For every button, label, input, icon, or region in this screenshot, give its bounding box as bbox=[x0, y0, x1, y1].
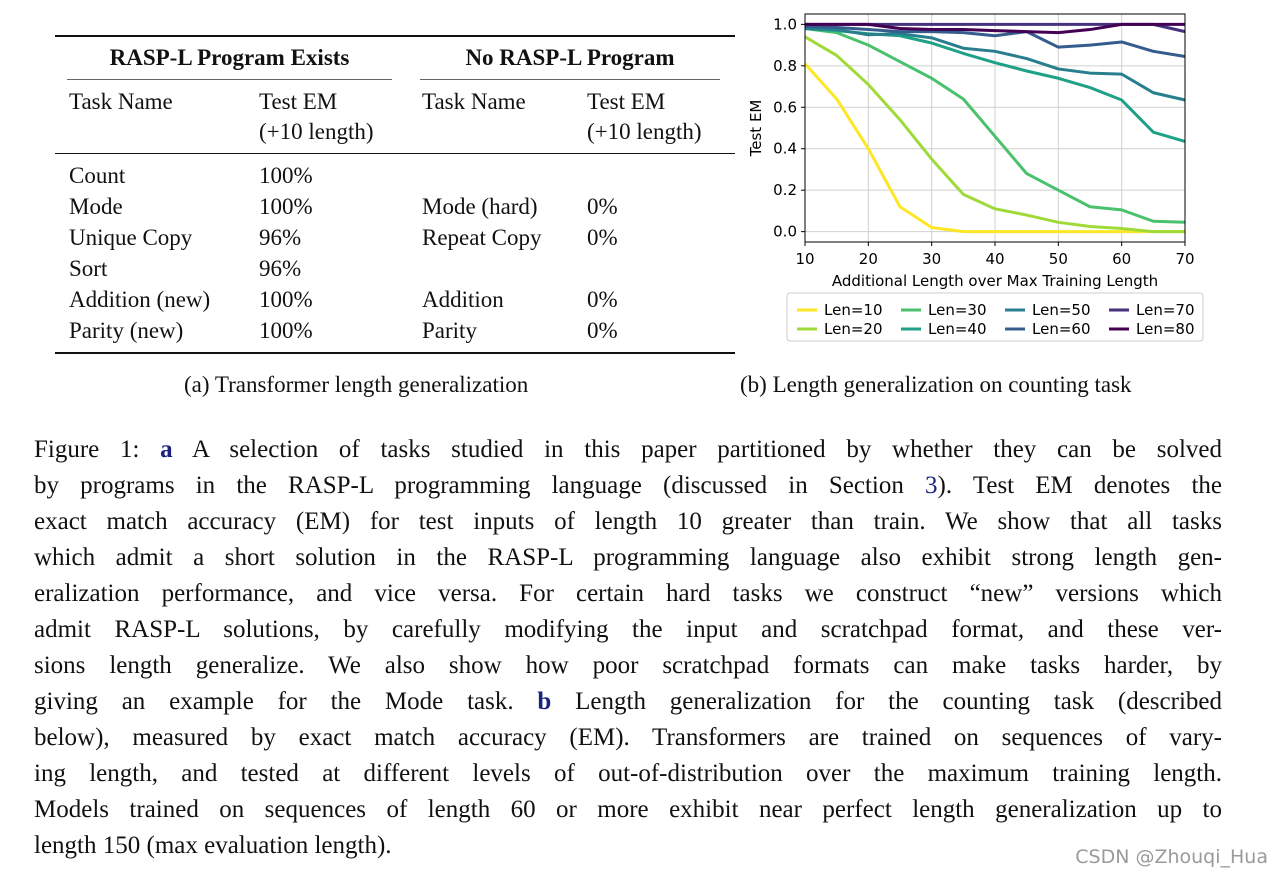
caption-line: exact match accuracy (EM) for test input… bbox=[34, 507, 1222, 537]
task-name: Unique Copy bbox=[69, 225, 193, 250]
legend-label: Len=60 bbox=[1032, 320, 1090, 338]
table-bottom-rule bbox=[55, 352, 735, 354]
test-em: 0% bbox=[587, 194, 618, 219]
caption-line: which admit a short solution in the RASP… bbox=[34, 543, 1222, 573]
caption-text: admit RASP-L solutions, by carefully mod… bbox=[34, 616, 1222, 643]
col-header-em: Test EM bbox=[587, 89, 666, 114]
col-header-task: Task Name bbox=[69, 89, 173, 114]
task-name: Addition bbox=[422, 287, 504, 312]
caption-text: below), measured by exact match accuracy… bbox=[34, 724, 1222, 751]
legend bbox=[786, 292, 1204, 342]
y-tick-label: 1.0 bbox=[773, 15, 797, 33]
task-name: Mode bbox=[69, 194, 123, 219]
test-em: 100% bbox=[259, 194, 313, 219]
caption-text: Length generalization for the counting t… bbox=[551, 688, 1222, 715]
test-em: 100% bbox=[259, 318, 313, 343]
task-name: Parity (new) bbox=[69, 318, 184, 343]
task-name: Count bbox=[69, 163, 126, 188]
series-line-len-10 bbox=[803, 62, 1185, 234]
x-tick-label: 60 bbox=[1112, 250, 1131, 268]
line-chart: 10 20 30 40 50 60 70 0.0 0.2 0.4 0.6 0.8 1.0 Addition… bbox=[747, 13, 1204, 342]
caption-text: eralization performance, and vice versa.… bbox=[34, 580, 1222, 607]
x-axis-label: Additional Length over Max Training Leng… bbox=[832, 272, 1158, 290]
caption-line: ing length, and tested at different leve… bbox=[34, 759, 1222, 789]
caption-text: A selection of tasks studied in this pap… bbox=[172, 436, 1222, 463]
caption-text: ing length, and tested at different leve… bbox=[34, 760, 1222, 787]
caption-text: by programs in the RASP-L programming la… bbox=[34, 472, 926, 499]
x-tick-label: 70 bbox=[1175, 250, 1194, 268]
task-name: Repeat Copy bbox=[422, 225, 542, 250]
legend-label: Len=40 bbox=[928, 320, 986, 338]
legend-label: Len=30 bbox=[928, 301, 986, 319]
caption-line: giving an example for the Mode task. b L… bbox=[34, 687, 1222, 717]
caption-line: eralization performance, and vice versa.… bbox=[34, 579, 1222, 609]
series-line-len-30 bbox=[804, 27, 1186, 224]
caption-line: sions length generalize. We also show ho… bbox=[34, 651, 1222, 681]
group-rule-right bbox=[420, 79, 720, 80]
col-header-em-sub: (+10 length) bbox=[259, 119, 374, 144]
test-em: 96% bbox=[259, 225, 302, 250]
task-name: Mode (hard) bbox=[422, 194, 538, 219]
y-tick-label: 0.4 bbox=[773, 140, 797, 158]
legend-label: Len=50 bbox=[1032, 301, 1090, 319]
y-tick-label: 0.0 bbox=[773, 223, 797, 241]
test-em: 96% bbox=[259, 256, 302, 281]
col-header-em: Test EM bbox=[259, 89, 338, 114]
caption-text: which admit a short solution in the RASP… bbox=[34, 544, 1222, 571]
panel-label: b bbox=[537, 688, 552, 715]
header-rule bbox=[55, 153, 735, 154]
table-top-rule bbox=[55, 35, 735, 37]
panel-label: a bbox=[160, 436, 173, 463]
task-name: Sort bbox=[69, 256, 108, 281]
caption-text: giving an example for the Mode task. bbox=[34, 688, 538, 715]
section-link[interactable]: 3 bbox=[925, 472, 938, 499]
series-line-len-20 bbox=[804, 35, 1185, 234]
caption-text: exact match accuracy (EM) for test input… bbox=[34, 508, 1222, 535]
caption-line: admit RASP-L solutions, by carefully mod… bbox=[34, 615, 1222, 645]
test-em: 100% bbox=[259, 163, 313, 188]
col-header-em-sub: (+10 length) bbox=[587, 119, 702, 144]
caption-line: by programs in the RASP-L programming la… bbox=[34, 471, 1222, 501]
group-header-left: RASP-L Program Exists bbox=[109, 45, 350, 70]
caption-line: below), measured by exact match accuracy… bbox=[34, 723, 1222, 753]
caption-text: Models trained on sequences of length 60… bbox=[34, 796, 1222, 823]
table-caption: (a) Transformer length generalization bbox=[184, 372, 529, 397]
group-rule-left bbox=[67, 79, 392, 80]
x-tick-label: 10 bbox=[795, 250, 814, 268]
caption-text: Figure 1: bbox=[34, 436, 161, 463]
test-em: 0% bbox=[587, 225, 618, 250]
caption-text: length 150 (max evaluation length). bbox=[34, 832, 392, 859]
col-header-task: Task Name bbox=[422, 89, 526, 114]
y-axis-label: Test EM bbox=[747, 100, 765, 158]
y-tick-label: 0.2 bbox=[773, 181, 797, 199]
plot-frame bbox=[804, 13, 1186, 243]
watermark: CSDN @Zhouqi_Hua bbox=[1075, 846, 1268, 868]
task-name: Addition (new) bbox=[69, 287, 211, 312]
test-em: 100% bbox=[259, 287, 313, 312]
x-tick-label: 20 bbox=[859, 250, 878, 268]
series-line-len-60 bbox=[804, 24, 1186, 58]
legend-label: Len=10 bbox=[824, 301, 882, 319]
x-tick-label: 50 bbox=[1049, 250, 1068, 268]
legend-label: Len=20 bbox=[824, 320, 882, 338]
caption-line: Models trained on sequences of length 60… bbox=[34, 795, 1222, 825]
caption-line: Figure 1: a A selection of tasks studied… bbox=[34, 435, 1222, 465]
chart-caption: (b) Length generalization on counting ta… bbox=[740, 372, 1132, 397]
series-line-len-50 bbox=[804, 27, 1186, 102]
legend-label: Len=80 bbox=[1136, 320, 1194, 338]
series-line-len-80 bbox=[805, 22, 1185, 35]
x-tick-label: 30 bbox=[922, 250, 941, 268]
group-header-right: No RASP-L Program bbox=[465, 45, 675, 70]
caption-text: ). Test EM denotes the bbox=[937, 472, 1222, 499]
task-name: Parity bbox=[422, 318, 477, 343]
test-em: 0% bbox=[587, 287, 618, 312]
y-tick-label: 0.8 bbox=[773, 57, 797, 75]
legend-label: Len=70 bbox=[1136, 301, 1194, 319]
caption-line: length 150 (max evaluation length). bbox=[34, 831, 1222, 861]
test-em: 0% bbox=[587, 318, 618, 343]
caption-text: sions length generalize. We also show ho… bbox=[34, 652, 1222, 679]
y-tick-label: 0.6 bbox=[773, 98, 797, 116]
x-tick-label: 40 bbox=[985, 250, 1004, 268]
